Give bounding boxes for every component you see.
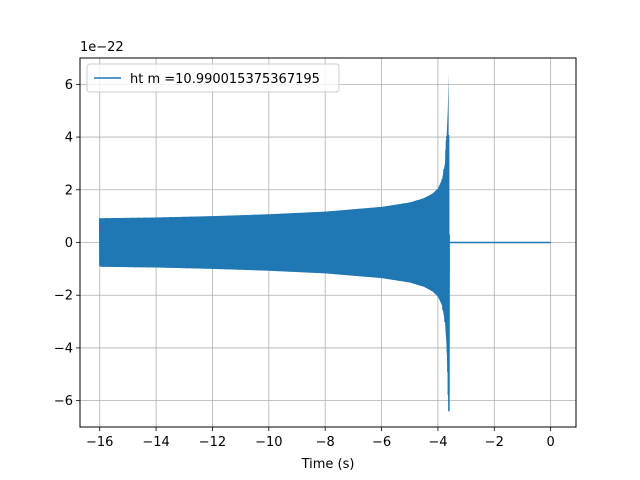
y-tick-label: −2: [54, 289, 73, 304]
y-tick-label: 6: [65, 78, 73, 93]
y-tick-label: −6: [54, 394, 73, 409]
x-tick-label: −16: [86, 435, 113, 450]
data-layer: [98, 73, 551, 412]
x-tick-label: −6: [372, 435, 391, 450]
legend-box: [86, 63, 340, 93]
legend-entry: ht m =10.990015375367195: [130, 72, 320, 87]
y-tick-label: −4: [54, 341, 73, 356]
legend: ht m =10.990015375367195: [86, 63, 340, 93]
x-tick-label: −14: [142, 435, 169, 450]
x-tick-label: −12: [199, 435, 226, 450]
y-tick-label: 0: [65, 236, 73, 251]
x-tick-label: −8: [316, 435, 335, 450]
y-offset-label: 1e−22: [80, 40, 124, 55]
y-tick-label: 4: [65, 131, 73, 146]
x-tick-label: −10: [255, 435, 282, 450]
waveform-envelope-fill: [99, 73, 449, 412]
y-tick-label: 2: [65, 183, 73, 198]
x-tick-label: −4: [428, 435, 447, 450]
ticks: −16 −14 −12 −10 −8 −6 −4 −2 0 −6 −4 −2 0 2 4 6: [54, 78, 555, 450]
x-tick-label: 0: [546, 435, 554, 450]
x-axis-label: Time (s): [301, 457, 355, 472]
x-tick-label: −2: [485, 435, 504, 450]
